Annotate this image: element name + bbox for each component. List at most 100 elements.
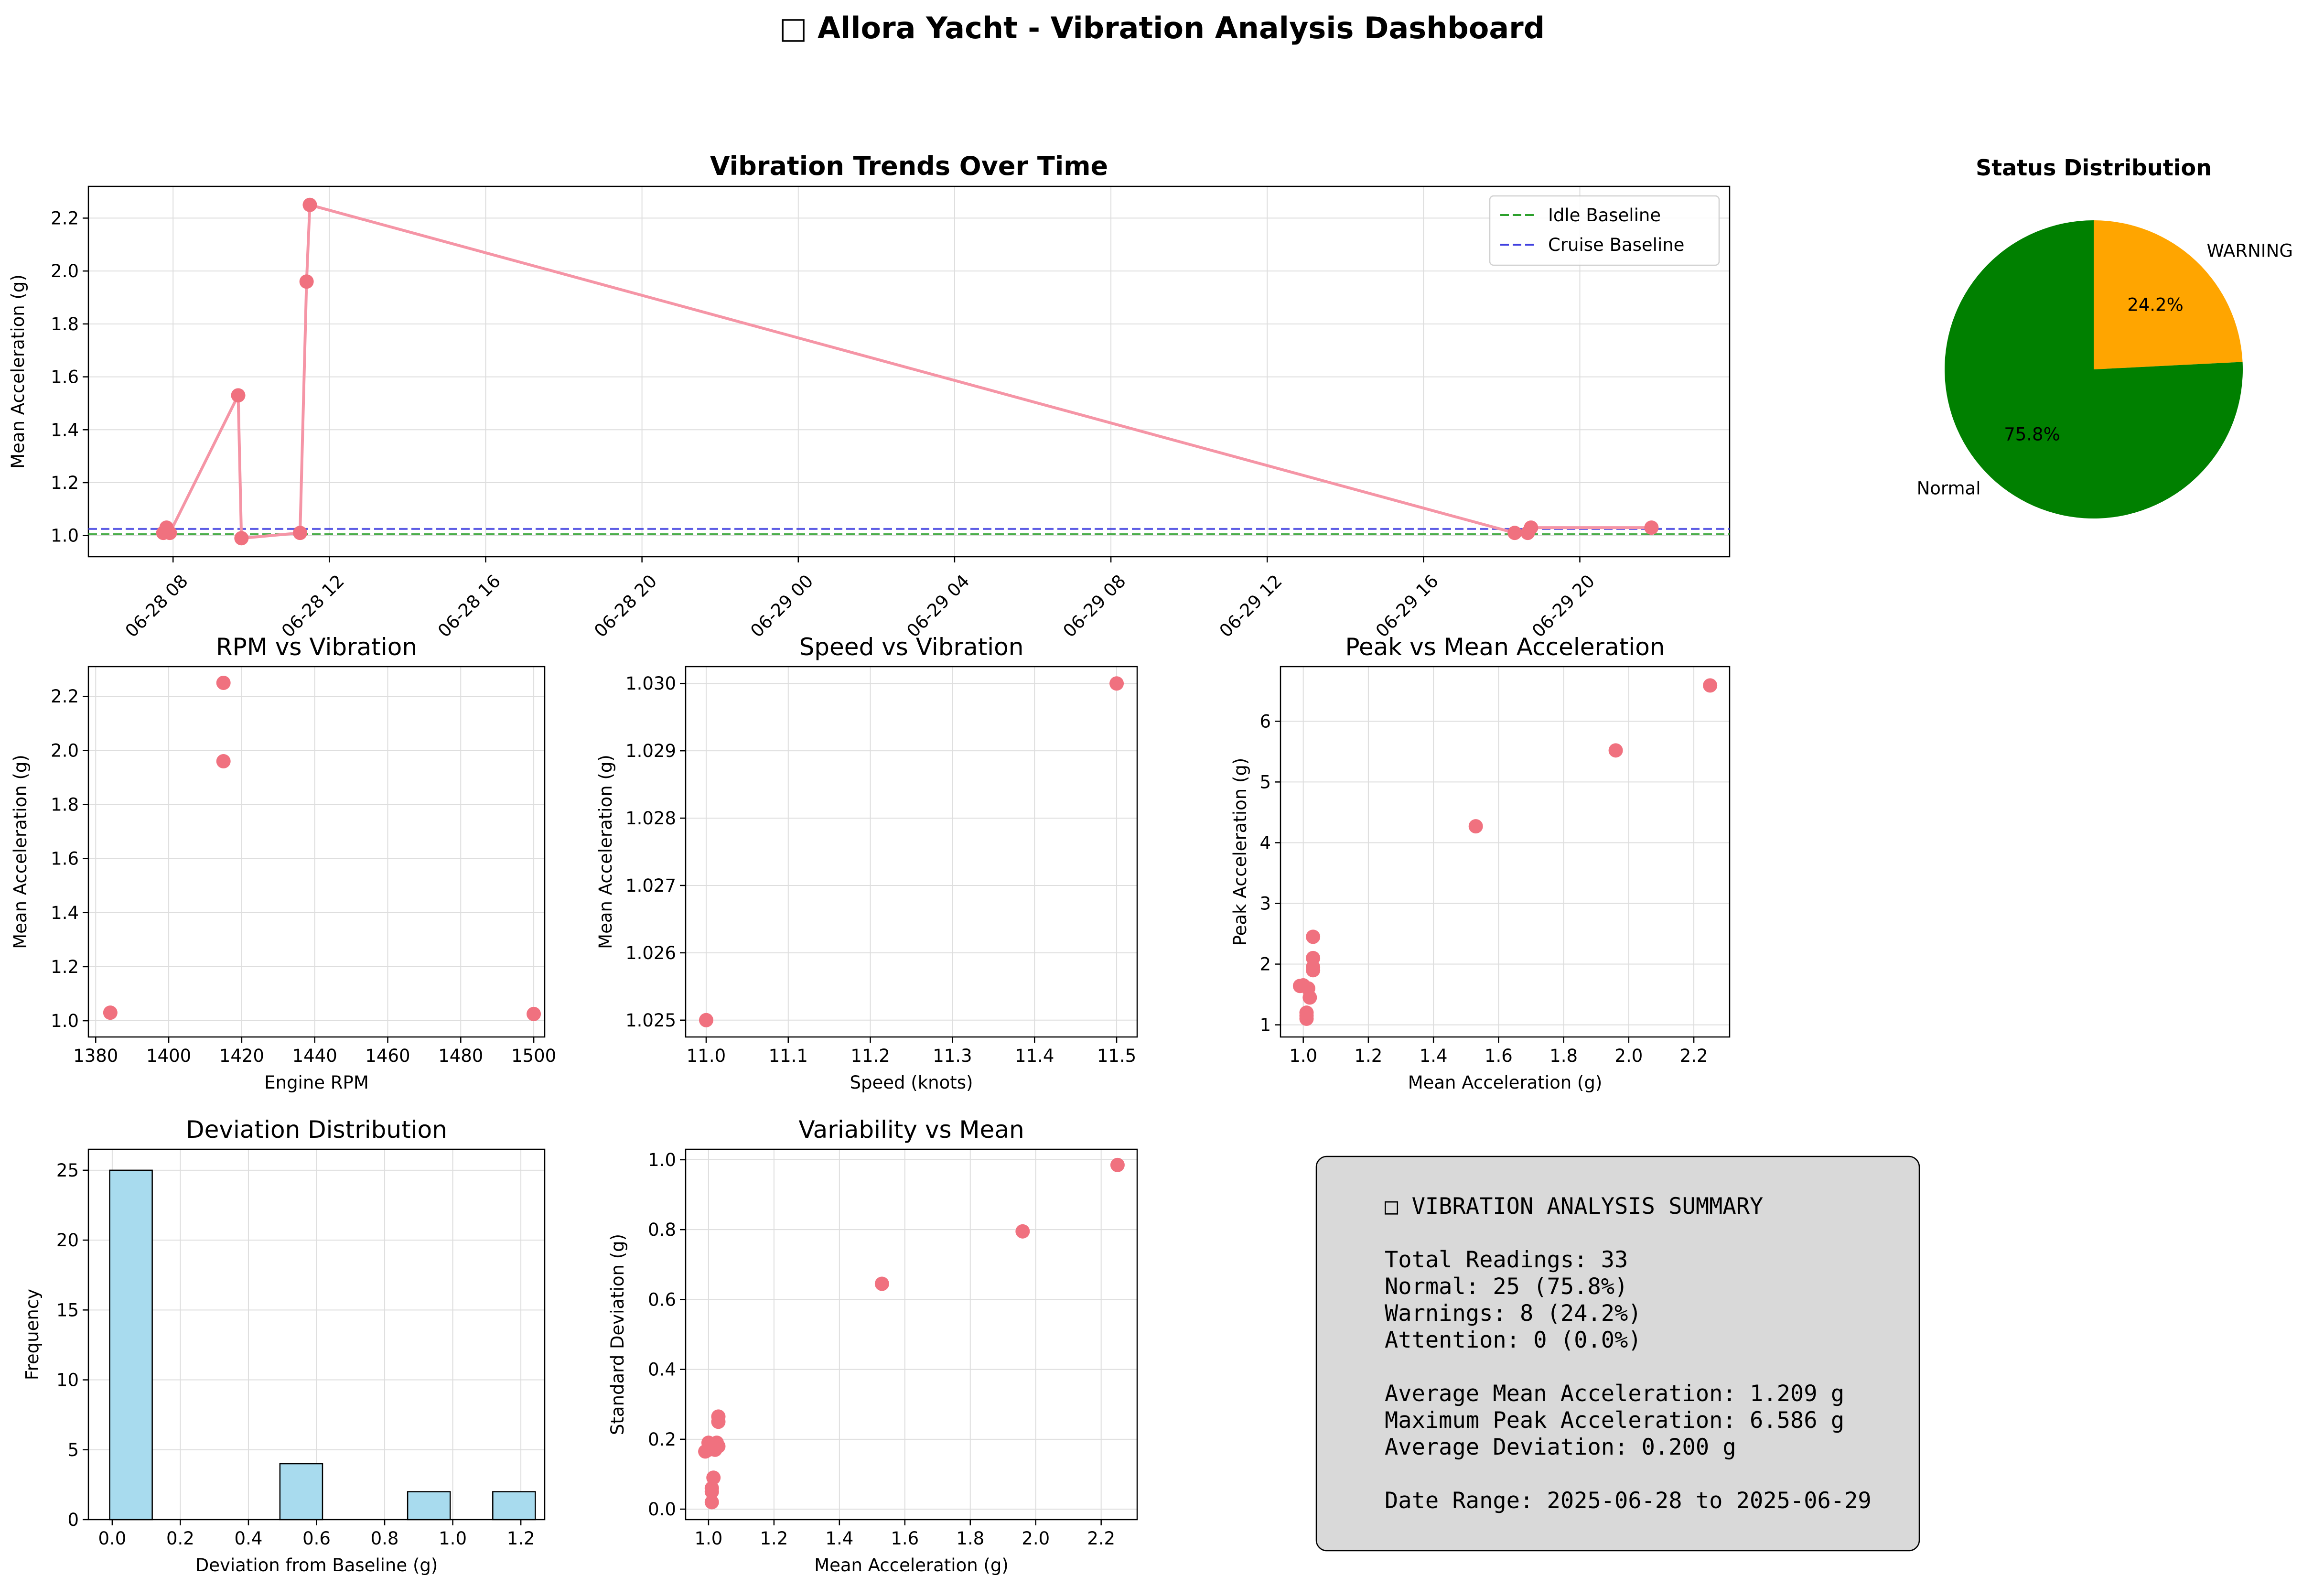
speed-vs-vibration-chart: 11.0 11.1 11.2 11.3 11.4 11.5 1.025 1.026 1.027 1… [595, 633, 1138, 1093]
x-tick-label: 1.8 [956, 1528, 984, 1549]
y-tick-label: 25 [56, 1160, 79, 1181]
y-tick-label: 3 [1259, 893, 1271, 914]
y-tick-label: 1.8 [51, 314, 79, 335]
summary-line-avg-dev: Average Deviation: 0.200 g [1385, 1434, 1736, 1460]
x-tick-label: 06-29 20 [1528, 571, 1599, 641]
x-tick-label: 06-29 08 [1059, 571, 1130, 641]
y-tick-label: 1.026 [625, 943, 676, 963]
summary-line-avg-mean: Average Mean Acceleration: 1.209 g [1385, 1381, 1844, 1407]
legend-box [1489, 195, 1720, 266]
legend-label: Cruise Baseline [1548, 235, 1684, 255]
trend-point [1524, 520, 1539, 535]
summary-line-max-peak: Maximum Peak Acceleration: 6.586 g [1385, 1407, 1844, 1434]
deviation-distribution-chart: 0.0 0.2 0.4 0.6 0.8 1.0 1.2 0 5 10 15 20 25 Deviation… [22, 1116, 546, 1576]
vibration-trends-chart: 06-28 08 06-28 12 06-28 16 06-28 20 06-29 00… [8, 151, 1731, 641]
x-axis-label: Mean Acceleration (g) [1408, 1072, 1603, 1093]
x-tick-label: 06-28 16 [434, 571, 505, 641]
scatter-point [699, 1013, 713, 1027]
y-tick-label: 2.0 [51, 261, 79, 281]
y-tick-label: 10 [56, 1370, 79, 1391]
trend-series-line [162, 203, 1652, 540]
x-tick-label: 1460 [365, 1046, 410, 1066]
summary-line-normal: Normal: 25 (75.8%) [1385, 1274, 1628, 1300]
x-tick-label: 1.0 [439, 1528, 467, 1549]
chart-title: Speed vs Vibration [799, 633, 1024, 661]
scatter-point [103, 1005, 118, 1020]
y-tick-label: 20 [56, 1230, 79, 1251]
summary-line-warnings: Warnings: 8 (24.2%) [1385, 1300, 1642, 1327]
y-tick-label: 1.2 [51, 957, 79, 977]
y-tick-label: 2.2 [51, 208, 79, 228]
x-tick-label: 06-29 00 [746, 571, 817, 641]
y-tick-label: 1.027 [625, 875, 676, 896]
y-tick-label: 1.030 [625, 673, 676, 694]
y-axis-label: Peak Acceleration (g) [1230, 758, 1250, 946]
y-tick-label: 1.6 [51, 367, 79, 388]
x-axis-label: Mean Acceleration (g) [814, 1555, 1009, 1576]
y-tick-label: 1.0 [648, 1150, 676, 1170]
x-tick-label: 0.6 [302, 1528, 331, 1549]
y-axis-label: Standard Deviation (g) [607, 1234, 628, 1435]
x-tick-label: 06-28 08 [121, 571, 192, 641]
trend-point [302, 197, 317, 212]
x-tick-label: 1.0 [1289, 1046, 1317, 1066]
x-tick-label: 1500 [511, 1046, 556, 1066]
x-tick-label: 2.0 [1022, 1528, 1050, 1549]
axes-frame [685, 666, 1138, 1038]
y-axis-label: Mean Acceleration (g) [10, 755, 31, 949]
status-distribution-pie: Status Distribution WARNING 24.2% Normal 75.… [1917, 155, 2293, 519]
histogram-bar [407, 1491, 451, 1521]
x-tick-label: 2.2 [1087, 1528, 1115, 1549]
peak-vs-mean-chart: 1.0 1.2 1.4 1.6 1.8 2.0 2.2 1 2 3 4 5 6 Peak vs Mean … [1230, 633, 1731, 1093]
chart-title: Deviation Distribution [186, 1116, 447, 1144]
y-tick-label: 0.8 [648, 1220, 676, 1240]
scatter-point [527, 1006, 541, 1021]
scatter-point [874, 1276, 889, 1291]
x-tick-label: 1400 [146, 1046, 191, 1066]
scatter-point [711, 1439, 726, 1454]
summary-panel: □ VIBRATION ANALYSIS SUMMARY Total Readi… [1315, 1155, 1920, 1552]
x-tick-label: 11.5 [1097, 1046, 1136, 1066]
scatter-point [216, 754, 231, 768]
summary-title: □ VIBRATION ANALYSIS SUMMARY [1385, 1193, 1763, 1220]
pie-label: Normal [1917, 478, 1981, 499]
pie-pct-label: 24.2% [2127, 294, 2184, 315]
chart-title: Status Distribution [1976, 155, 2212, 181]
scatter-point [1301, 981, 1315, 996]
scatter-point [1299, 1005, 1314, 1020]
x-axis-label: Deviation from Baseline (g) [195, 1555, 438, 1576]
x-tick-label: 1.4 [1420, 1046, 1448, 1066]
axes-frame [87, 185, 1731, 558]
axes-frame [685, 1148, 1138, 1521]
rpm-vs-vibration-chart: 1380 1400 1420 1440 1460 1480 1500 1.0 1.2 1.4 1.6… [10, 633, 556, 1093]
scatter-point [1306, 929, 1321, 944]
y-tick-label: 1.029 [625, 741, 676, 761]
scatter-point [711, 1409, 726, 1424]
y-tick-label: 1.0 [51, 1011, 79, 1031]
y-tick-label: 6 [1259, 711, 1271, 732]
y-tick-label: 2.0 [51, 740, 79, 761]
scatter-point [1468, 819, 1483, 834]
x-axis-label: Engine RPM [264, 1072, 369, 1093]
y-tick-label: 1.4 [51, 903, 79, 923]
x-tick-label: 1440 [292, 1046, 337, 1066]
scatter-point [1306, 950, 1321, 965]
x-axis-label: Speed (knots) [850, 1072, 973, 1093]
histogram-bar [109, 1169, 153, 1521]
x-tick-label: 1.8 [1549, 1046, 1578, 1066]
x-tick-label: 06-29 04 [903, 571, 973, 641]
x-tick-label: 1420 [219, 1046, 264, 1066]
x-tick-label: 2.2 [1680, 1046, 1708, 1066]
y-tick-label: 15 [56, 1300, 79, 1320]
y-axis-label: Frequency [22, 1289, 43, 1380]
y-tick-label: 5 [67, 1440, 79, 1460]
trend-point [231, 388, 246, 403]
y-tick-label: 1.8 [51, 795, 79, 815]
dashboard-title: □ Allora Yacht - Vibration Analysis Dash… [779, 11, 1545, 45]
chart-title: Peak vs Mean Acceleration [1345, 633, 1665, 661]
scatter-point [216, 675, 231, 690]
scatter-point [1703, 678, 1718, 693]
trend-point [1507, 526, 1522, 540]
summary-line-date-range: Date Range: 2025-06-28 to 2025-06-29 [1385, 1488, 1872, 1514]
